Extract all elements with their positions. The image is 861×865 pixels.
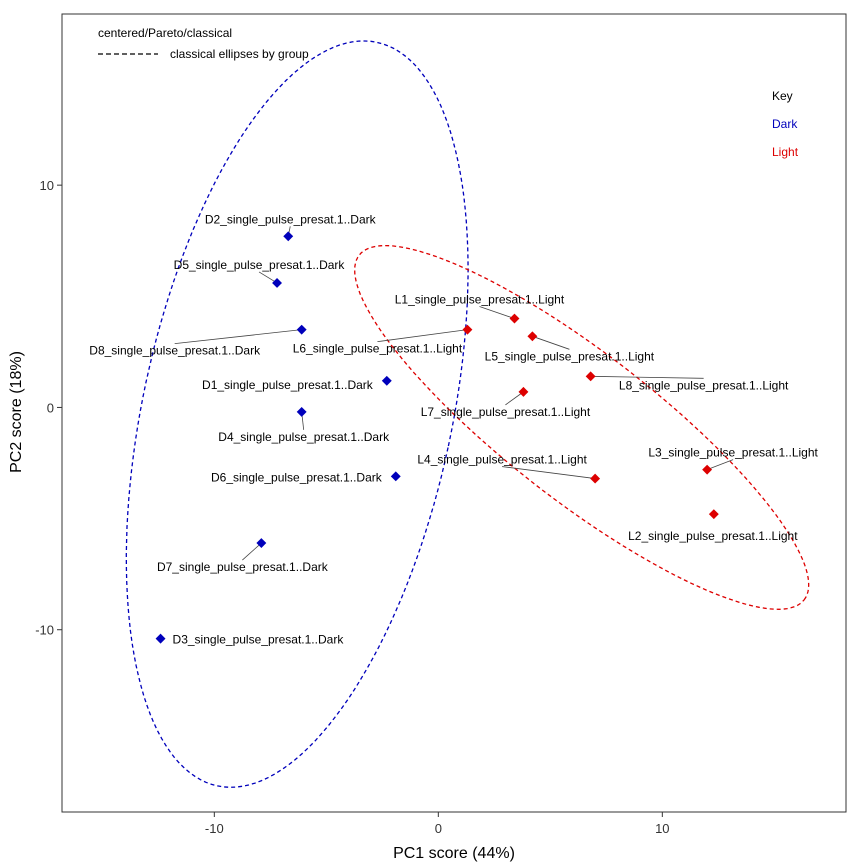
- y-tick-label: 10: [40, 178, 54, 193]
- point-label: D1_single_pulse_presat.1..Dark: [202, 378, 374, 392]
- ellipse-dark: [125, 40, 469, 788]
- point-label: D8_single_pulse_presat.1..Dark: [89, 344, 261, 358]
- point-label: D4_single_pulse_presat.1..Dark: [218, 430, 390, 444]
- leader-line: [505, 391, 524, 406]
- point-label: L2_single_pulse_presat.1..Light: [628, 529, 798, 543]
- data-point: [462, 324, 473, 335]
- key-light: Light: [772, 145, 799, 159]
- data-point: [256, 538, 267, 548]
- point-label: L3_single_pulse_presat.1..Light: [648, 446, 818, 460]
- key-title: Key: [772, 89, 793, 103]
- leader-line: [242, 542, 262, 561]
- point-labels: D1_single_pulse_presat.1..Dark D2_single_…: [89, 212, 818, 646]
- leader-line: [706, 459, 734, 471]
- data-point: [155, 633, 166, 644]
- data-point: [296, 406, 307, 417]
- leader-line: [479, 306, 515, 319]
- point-label: D3_single_pulse_presat.1..Dark: [173, 633, 345, 647]
- label-leader-lines: [174, 226, 734, 561]
- x-tick-label: 0: [435, 821, 442, 836]
- data-point: [296, 324, 307, 335]
- ellipse-light: [354, 244, 810, 610]
- point-label: L5_single_pulse_presat.1..Light: [485, 349, 655, 363]
- leader-line: [590, 375, 704, 379]
- y-axis-label: PC2 score (18%): [8, 351, 25, 473]
- y-tick-label: 0: [47, 400, 54, 415]
- point-label: D2_single_pulse_presat.1..Dark: [205, 212, 377, 226]
- data-point: [283, 231, 294, 242]
- leader-line: [377, 329, 468, 343]
- x-tick-label: -10: [205, 821, 224, 836]
- data-point: [702, 464, 713, 475]
- data-point: [585, 371, 596, 382]
- point-label: L1_single_pulse_presat.1..Light: [395, 293, 565, 307]
- point-label: L7_single_pulse_presat.1..Light: [421, 405, 591, 419]
- point-label: D7_single_pulse_presat.1..Dark: [157, 560, 329, 574]
- x-tick-label: 10: [655, 821, 669, 836]
- data-point: [381, 375, 392, 386]
- axes: -10 0 10 -10 0 10: [35, 178, 669, 836]
- data-point: [390, 471, 401, 482]
- data-point: [509, 313, 520, 324]
- data-point: [527, 331, 538, 342]
- group-ellipses: [125, 40, 810, 788]
- point-label: D5_single_pulse_presat.1..Dark: [174, 258, 346, 272]
- data-point: [590, 473, 601, 484]
- legend-title: centered/Pareto/classical: [98, 26, 232, 40]
- point-label: D6_single_pulse_presat.1..Dark: [211, 470, 383, 484]
- legend-key: Key Dark Light: [772, 89, 799, 159]
- data-point: [272, 278, 282, 288]
- leader-line: [174, 329, 302, 345]
- point-label: L6_single_pulse_presat.1..Light: [293, 342, 463, 356]
- legend-top: centered/Pareto/classical classical elli…: [98, 26, 309, 61]
- y-tick-label: -10: [35, 623, 54, 638]
- leader-line: [532, 335, 570, 350]
- data-points: [155, 231, 719, 644]
- leader-line: [502, 466, 596, 479]
- point-label: L8_single_pulse_presat.1..Light: [619, 378, 789, 392]
- point-label: L4_single_pulse_presat.1..Light: [417, 453, 587, 467]
- key-dark: Dark: [772, 117, 798, 131]
- data-point: [708, 509, 719, 520]
- plot-frame: [61, 13, 847, 813]
- legend-entry: classical ellipses by group: [170, 47, 309, 61]
- data-point: [518, 386, 529, 397]
- x-axis-label: PC1 score (44%): [393, 845, 515, 862]
